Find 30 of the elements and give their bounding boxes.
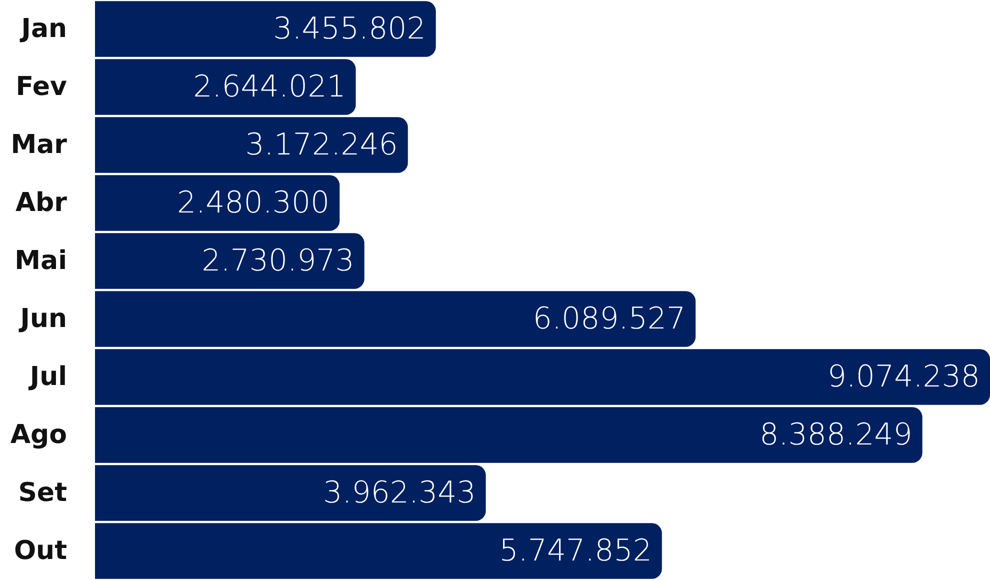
data-label: 2.730.973 (202, 244, 354, 278)
y-tick-label: Jul (28, 362, 67, 392)
bar (95, 117, 408, 173)
data-label: 9.074.238 (827, 360, 980, 394)
bar (95, 349, 990, 405)
y-tick-label: Mai (14, 246, 67, 276)
data-label: 5.747.852 (499, 534, 652, 568)
bar (95, 1, 436, 57)
bar (95, 291, 696, 347)
y-tick-label: Jun (18, 304, 67, 334)
y-tick-label: Jan (19, 14, 67, 44)
data-label: 3.455.802 (273, 12, 426, 46)
data-label: 3.962.343 (323, 476, 476, 510)
y-tick-label: Abr (15, 188, 68, 218)
y-tick-label: Mar (10, 130, 68, 160)
data-label: 2.644.021 (193, 70, 346, 104)
y-tick-label: Out (14, 536, 67, 566)
bar (95, 465, 486, 521)
y-tick-label: Set (18, 478, 67, 508)
y-tick-label: Fev (16, 72, 68, 102)
data-label: 3.172.246 (245, 128, 398, 162)
y-tick-label: Ago (10, 420, 67, 450)
bar (95, 175, 340, 231)
data-label: 2.480.300 (176, 186, 330, 220)
data-label: 8.388.249 (760, 418, 912, 452)
data-label: 6.089.527 (532, 302, 686, 336)
bar (95, 233, 364, 289)
bar (95, 59, 356, 115)
bar (95, 407, 922, 463)
bar (95, 523, 662, 579)
